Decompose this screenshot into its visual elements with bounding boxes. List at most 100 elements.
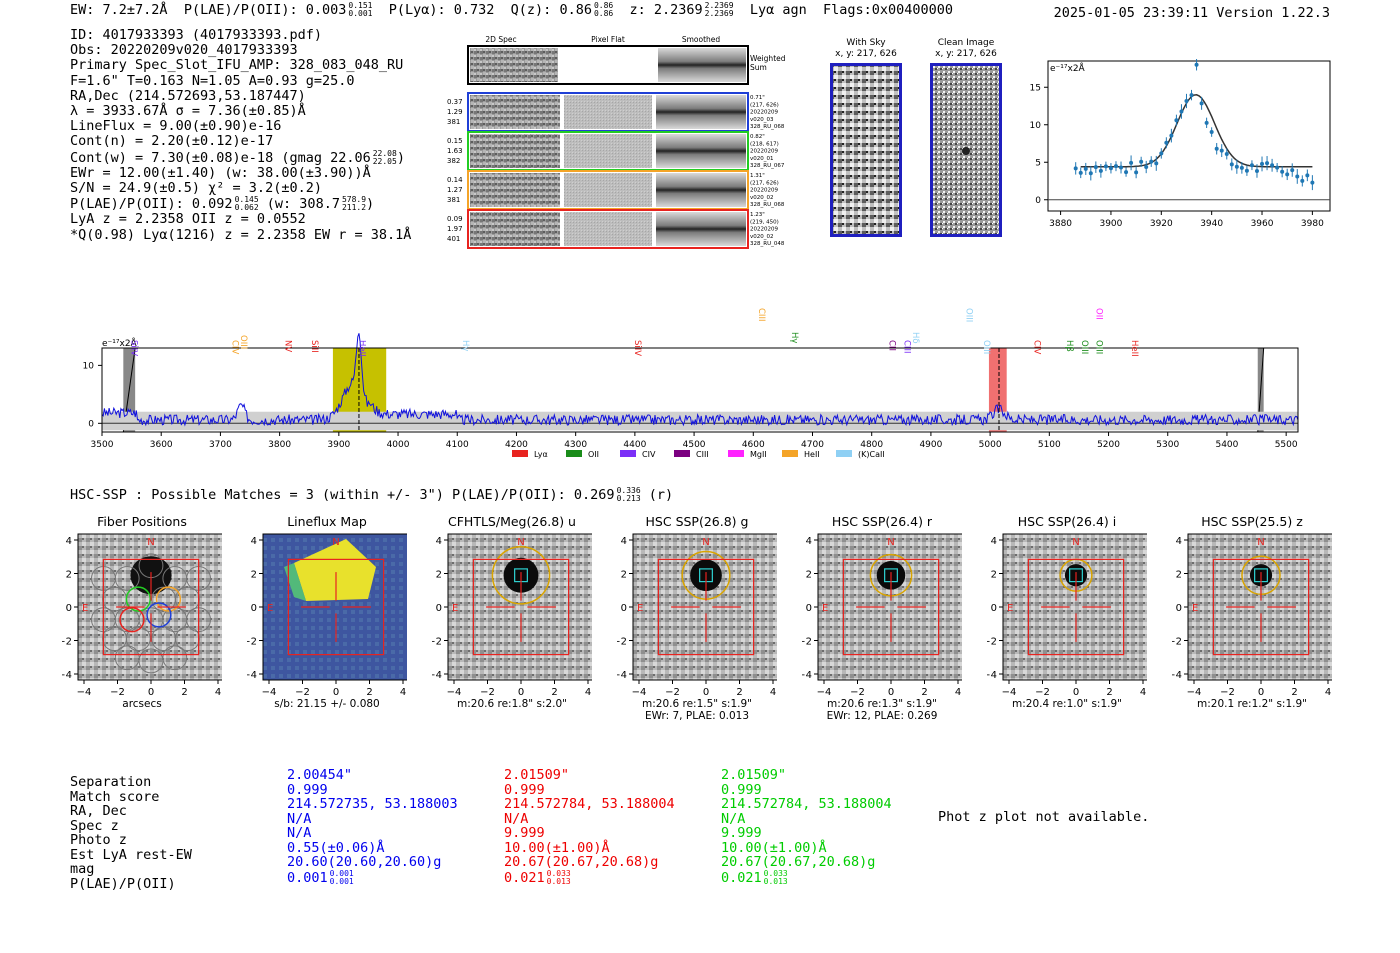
north-label: N (332, 537, 339, 548)
emission-line-label: OIII (1094, 340, 1104, 354)
cutout-xtick-label: −4 (1187, 687, 1202, 698)
spec2d-row-stat: 0.37 (447, 98, 463, 106)
cutout-ytick-label: 4 (66, 536, 72, 547)
spec2d-row-stat: 1.27 (447, 186, 463, 194)
cutout-panel: HSC SSP(25.5) z N E 4 2 0 −2 −4 −4 −2 0 2 4 m:20.1 re… (1172, 512, 1332, 727)
spec2d-row-meta: v020_02 (750, 195, 774, 201)
cutout-panel: HSC SSP(26.4) r N E 4 2 0 −2 −4 −4 −2 0 2 4 m:20.6 re… (802, 512, 962, 727)
fiber-circle (175, 586, 200, 612)
legend-swatch (836, 450, 852, 457)
match-cell: 10.00(±1.00)Å (721, 839, 827, 856)
spec2d-row-stat: 381 (447, 118, 460, 126)
col-title-2dspec: 2D Spec (485, 35, 516, 44)
cutout-xtick-label: 0 (333, 687, 339, 698)
cutout-ytick-label: 2 (251, 570, 257, 581)
zoom-data-point (1108, 166, 1113, 171)
cutout-xtick-label: −2 (665, 687, 680, 698)
cutout-xtick-label: 2 (366, 687, 372, 698)
match-cell: N/A (287, 825, 312, 841)
match-cell: N/A (287, 810, 312, 827)
spec2d-row-meta: 1.31" (750, 173, 765, 179)
cutout-ytick-label: −2 (802, 637, 812, 648)
spec2d-row-meta: 328_RU_067 (750, 163, 785, 169)
match-cell: 0.999 (287, 781, 328, 798)
zoom-xtick-label: 3880 (1049, 219, 1072, 229)
match-cell: 2.00454" (287, 767, 353, 783)
cutout-xtick-label: −2 (1035, 687, 1050, 698)
spec2d-row-pixelflat (564, 173, 652, 207)
emission-line-label: CIII (756, 308, 766, 321)
info-obs: Obs: 20220209v020_4017933393 (70, 42, 298, 59)
match-cell: 2.01509" (504, 767, 570, 783)
zoom-data-point (1073, 166, 1078, 171)
cutout-ytick-label: 0 (1176, 603, 1182, 614)
cutout-ytick-label: 2 (991, 570, 997, 581)
full-xtick-label: 4200 (505, 440, 528, 450)
full-xtick-label: 4300 (564, 440, 587, 450)
cutout-ytick-label: −4 (802, 670, 812, 681)
cutout-xtick-label: 4 (215, 687, 221, 698)
north-label: N (147, 537, 154, 548)
zoom-data-point (1083, 166, 1088, 171)
north-label: N (887, 537, 894, 548)
zoom-data-point (1214, 146, 1219, 151)
phot-z-note: Phot z plot not available. (938, 809, 1150, 825)
full-ytick-label: 10 (83, 361, 95, 371)
zoom-data-point (1199, 101, 1204, 106)
zoom-ytick-label: 10 (1030, 121, 1041, 131)
zoom-data-point (1144, 165, 1149, 170)
col-title-pixelflat: Pixel Flat (591, 35, 625, 44)
spec2d-row: 0.15 1.63 382 0.82"(218, 617) 20220209v020_0… (447, 131, 785, 171)
cutout-ytick-label: 4 (1176, 536, 1182, 547)
info-sn: S/N = 24.9(±0.5) χ² = 3.2(±0.2) (70, 180, 322, 197)
info-lineflux: LineFlux = 9.00(±0.90)e-16 (70, 118, 282, 135)
cutout-ytick-label: −4 (1172, 670, 1182, 681)
header-flags: Flags:0x00400000 (822, 2, 954, 18)
spec2d-row-pixelflat (564, 95, 652, 129)
cutout-caption: m:20.6 re:1.3" s:1.9" (827, 698, 937, 710)
cutout-caption: s/b: 21.15 +/- 0.080 (274, 698, 380, 710)
cutout-xtick-label: −2 (850, 687, 865, 698)
spec2d-row-meta: 20220209 (750, 149, 778, 155)
cutout-title: Fiber Positions (97, 514, 187, 529)
cutout-background (632, 533, 777, 681)
info-radec: RA,Dec (214.572693,53.187447) (70, 87, 306, 104)
full-xtick-label: 3900 (327, 440, 350, 450)
spec2d-row-meta: v020_02 (750, 234, 774, 240)
col-title-smoothed: Smoothed (682, 35, 721, 44)
spec2d-row-stat: 382 (447, 157, 460, 165)
cutout-row: Fiber Positions N E 4 2 0 −2 −4 −4 −2 0 2 4 arcsecs Li… (0, 512, 1400, 727)
cutout-xtick-label: 2 (921, 687, 927, 698)
spec2d-panel: 2D Spec Pixel Flat Smoothed Weighted Sum… (438, 33, 798, 255)
spec2d-row-stat: 1.29 (447, 108, 463, 116)
cutout-panel: HSC SSP(26.8) g N E 4 2 0 −2 −4 −4 −2 0 2 4 m:20.6 re… (617, 512, 777, 727)
full-xtick-label: 4700 (801, 440, 824, 450)
cutout-xtick-label: −4 (1002, 687, 1017, 698)
spec2d-row-2dspec (470, 134, 560, 168)
match-cell: N/A (721, 810, 746, 827)
spec2d-row-pixelflat (564, 134, 652, 168)
cutout-image: N E 4 2 0 −2 −4 −4 −2 0 2 4 (247, 533, 407, 698)
zoom-xtick-label: 3940 (1200, 219, 1223, 229)
cutout-xtick-label: 0 (518, 687, 524, 698)
spec2d-row-pixelflat (564, 212, 652, 246)
full-frame (101, 347, 1299, 433)
spec2d-row-meta: 20220209 (750, 110, 778, 116)
zoom-data-point (1129, 160, 1134, 165)
cutout-caption: m:20.6 re:1.8" s:2.0" (457, 698, 567, 710)
aperture-ellipse (491, 545, 551, 605)
emission-line-label: CII (886, 340, 896, 351)
match-cell: 214.572784, 53.188004 (721, 796, 892, 812)
spec2d-row-stat: 0.15 (447, 137, 463, 145)
cutout-xtick-label: 4 (585, 687, 591, 698)
label-spec-z: Spec z (70, 817, 119, 834)
zoom-data-point (1169, 133, 1174, 138)
zoom-data-point (1300, 178, 1305, 183)
cutout-panel: HSC SSP(26.4) i N E 4 2 0 −2 −4 −4 −2 0 2 4 m:20.4 re… (987, 512, 1147, 727)
cutout-ytick-label: −2 (987, 637, 997, 648)
match-cell: 0.021 0.033 0.013 (504, 868, 571, 886)
info-plae: P(LAE)/P(OII): 0.092 0.145 0.062 (w: 308.7… (70, 195, 375, 213)
cutout-xtick-label: −4 (632, 687, 647, 698)
fiber-circle-green (125, 586, 151, 612)
cutout-ytick-label: −4 (432, 670, 442, 681)
